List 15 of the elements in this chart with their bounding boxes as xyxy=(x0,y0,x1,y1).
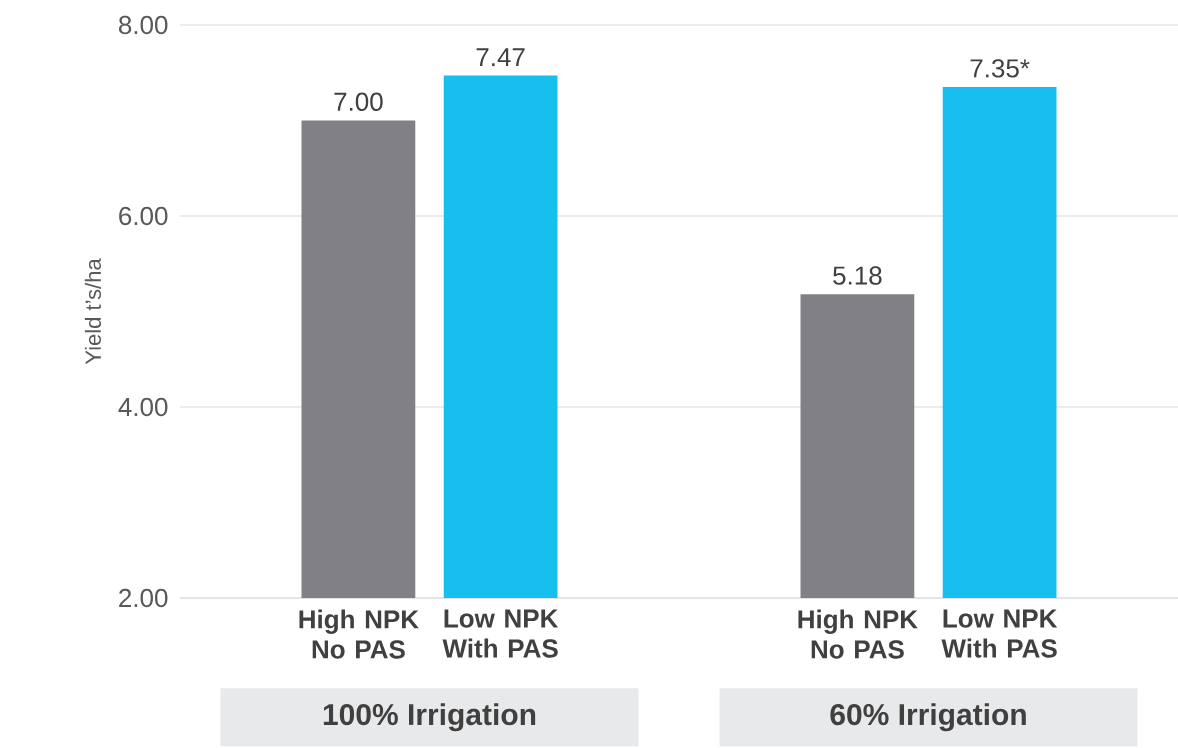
text: Low NPK With PAS xyxy=(941,609,1058,658)
y-axis-title: Yield t’s/ha xyxy=(84,258,101,365)
series-label: Low NPK With PAS xyxy=(442,609,559,658)
y-tick-label: 8.00 xyxy=(119,15,168,35)
y-tick-label: 2.00 xyxy=(119,588,168,608)
data-label: 7.35* xyxy=(970,59,1030,78)
data-label: 7.00 xyxy=(334,92,383,111)
text: High NPK No PAS xyxy=(299,609,419,659)
x-tick-label: 60% Irrigation xyxy=(830,703,1026,732)
y-tick-label: 6.00 xyxy=(119,206,168,226)
series-label: High NPK No PAS xyxy=(798,609,918,659)
data-label: 5.18 xyxy=(833,266,882,285)
data-label: 7.47 xyxy=(476,48,525,67)
x-tick-label: 100% Irrigation xyxy=(323,703,536,732)
y-tick-label: 4.00 xyxy=(118,397,168,417)
